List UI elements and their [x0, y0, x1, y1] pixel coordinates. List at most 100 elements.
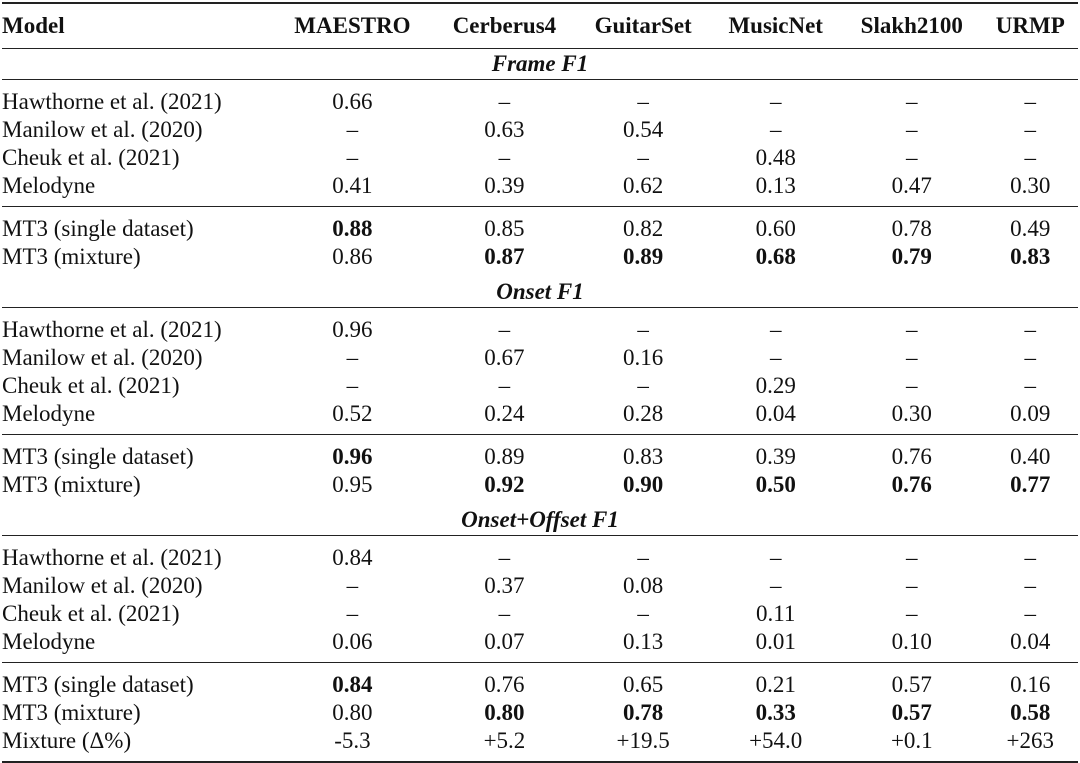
data-row: Hawthorne et al. (2021) 0.66 – – – – –: [2, 80, 1078, 117]
score-cell: 0.04: [982, 628, 1078, 663]
model-name: Melodyne: [2, 172, 272, 207]
data-row: Mixture (Δ%) -5.3 +5.2 +19.5 +54.0 +0.1 +263: [2, 727, 1078, 763]
score-cell: 0.78: [891, 216, 932, 241]
data-row: MT3 (single dataset) 0.96 0.89 0.83 0.39 0.76…: [2, 435, 1078, 472]
score-cell: 0.63: [484, 117, 525, 142]
score-cell: 0.76: [891, 472, 932, 497]
model-name: Cheuk et al. (2021): [2, 601, 180, 626]
score-cell: –: [346, 117, 359, 142]
score-cell: 0.37: [484, 573, 525, 598]
score-cell: –: [637, 317, 649, 342]
score-cell: 0.11: [756, 601, 796, 626]
score-cell: 0.13: [710, 172, 842, 207]
score-cell: –: [769, 345, 782, 370]
score-cell: –: [637, 89, 649, 114]
score-cell: +19.5: [576, 727, 711, 763]
score-cell: –: [906, 601, 918, 626]
score-cell: 0.77: [1010, 472, 1051, 497]
data-row: MT3 (mixture) 0.86 0.87 0.89 0.68 0.79 0.83: [2, 243, 1078, 277]
section-title: Frame F1: [2, 48, 1078, 80]
score-cell: 0.78: [623, 700, 664, 725]
data-row: MT3 (mixture) 0.80 0.80 0.78 0.33 0.57 0.58: [2, 699, 1078, 727]
score-cell: –: [906, 89, 918, 114]
column-header: MusicNet: [710, 2, 842, 49]
score-cell: –: [906, 317, 918, 342]
data-row: Cheuk et al. (2021) – – – 0.29 – –: [2, 372, 1078, 400]
score-cell: 0.08: [623, 573, 664, 598]
score-cell: 0.83: [623, 444, 664, 469]
score-cell: 0.06: [272, 628, 433, 663]
score-cell: 0.57: [891, 672, 932, 697]
score-cell: –: [1024, 601, 1037, 626]
model-name: MT3 (single dataset): [2, 672, 194, 697]
score-cell: 0.86: [332, 244, 373, 269]
data-row: Cheuk et al. (2021) – – – 0.11 – –: [2, 600, 1078, 628]
score-cell: –: [346, 345, 359, 370]
score-cell: –: [637, 545, 649, 570]
model-name: Mixture (Δ%): [2, 727, 272, 763]
section-title: Onset+Offset F1: [2, 505, 1078, 536]
score-cell: –: [346, 573, 359, 598]
score-cell: 0.50: [755, 472, 796, 497]
score-cell: –: [1024, 345, 1037, 370]
score-cell: –: [906, 345, 918, 370]
score-cell: 0.41: [272, 172, 433, 207]
score-cell: –: [498, 89, 511, 114]
score-cell: –: [1024, 573, 1037, 598]
score-cell: –: [498, 601, 511, 626]
score-cell: –: [906, 117, 918, 142]
score-cell: 0.80: [332, 700, 373, 725]
score-cell: –: [1024, 373, 1037, 398]
score-cell: +263: [982, 727, 1078, 763]
score-cell: –: [498, 373, 511, 398]
score-cell: 0.52: [272, 400, 433, 435]
data-row: Manilow et al. (2020) – 0.37 0.08 – – –: [2, 572, 1078, 600]
score-cell: –: [1024, 317, 1037, 342]
score-cell: 0.28: [576, 400, 711, 435]
data-row: MT3 (single dataset) 0.84 0.76 0.65 0.21 0.57…: [2, 663, 1078, 700]
column-header: URMP: [982, 2, 1078, 49]
score-cell: 0.01: [710, 628, 842, 663]
model-name: MT3 (single dataset): [2, 444, 194, 469]
data-row: MT3 (single dataset) 0.88 0.85 0.82 0.60 0.78…: [2, 207, 1078, 244]
model-name: Manilow et al. (2020): [2, 573, 203, 598]
model-name: Manilow et al. (2020): [2, 117, 203, 142]
score-cell: 0.29: [755, 373, 796, 398]
score-cell: 0.48: [755, 145, 796, 170]
data-row: MT3 (mixture) 0.95 0.92 0.90 0.50 0.76 0.77: [2, 471, 1078, 505]
score-cell: 0.33: [755, 700, 796, 725]
score-cell: 0.04: [710, 400, 842, 435]
model-name: Cheuk et al. (2021): [2, 145, 180, 170]
score-cell: –: [637, 373, 649, 398]
model-name: MT3 (single dataset): [2, 216, 194, 241]
score-cell: 0.40: [1010, 444, 1051, 469]
score-cell: –: [637, 601, 649, 626]
score-cell: +54.0: [710, 727, 842, 763]
score-cell: 0.79: [891, 244, 932, 269]
score-cell: 0.21: [755, 672, 796, 697]
score-cell: 0.84: [332, 545, 373, 570]
data-row: Manilow et al. (2020) – 0.63 0.54 – – –: [2, 116, 1078, 144]
column-header: Model: [2, 2, 272, 49]
model-name: MT3 (mixture): [2, 472, 141, 497]
score-cell: –: [769, 317, 782, 342]
section-title: Onset F1: [2, 277, 1078, 308]
score-cell: –: [637, 145, 649, 170]
score-cell: 0.76: [484, 672, 525, 697]
score-cell: -5.3: [272, 727, 433, 763]
model-name: Hawthorne et al. (2021): [2, 89, 222, 114]
column-header: Slakh2100: [841, 2, 983, 49]
header-row: Model MAESTRO Cerberus4 GuitarSet MusicNet Sl…: [2, 2, 1078, 49]
score-cell: –: [769, 117, 782, 142]
score-cell: 0.09: [982, 400, 1078, 435]
model-name: Hawthorne et al. (2021): [2, 317, 222, 342]
score-cell: –: [769, 573, 782, 598]
score-cell: 0.10: [841, 628, 983, 663]
score-cell: 0.39: [432, 172, 576, 207]
section-title-row: Onset+Offset F1: [2, 505, 1078, 536]
score-cell: 0.96: [332, 317, 373, 342]
score-cell: +5.2: [432, 727, 576, 763]
score-cell: –: [906, 145, 918, 170]
data-row: Melodyne 0.52 0.24 0.28 0.04 0.30 0.09: [2, 400, 1078, 435]
